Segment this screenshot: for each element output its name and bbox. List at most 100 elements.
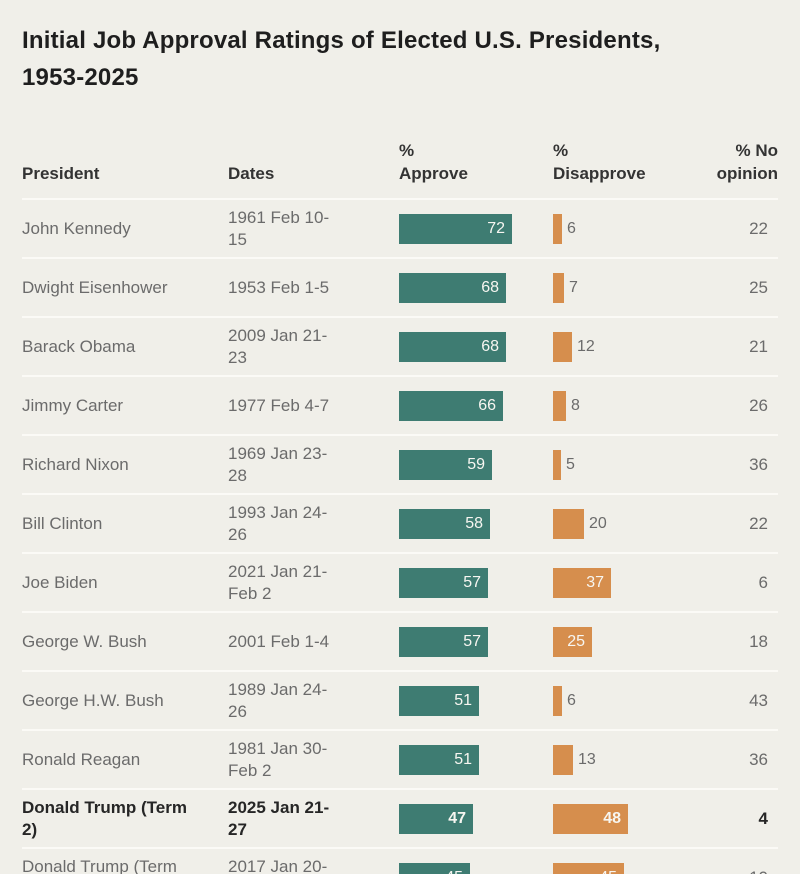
approve-bar: 57 — [399, 567, 488, 598]
no-opinion-value: 4 — [758, 808, 768, 828]
approve-bar: 57 — [399, 626, 488, 657]
disapprove-value-label-outside: 6 — [567, 219, 576, 237]
approve-value-label: 57 — [463, 573, 481, 591]
table-row: Ronald Reagan 1981 Jan 30-Feb 2 51 13 36 — [22, 731, 778, 791]
poll-dates: 2017 Jan 20-22 — [228, 856, 328, 874]
approve-bar-cell: 68 — [399, 331, 553, 362]
poll-dates: 1977 Feb 4-7 — [228, 395, 330, 415]
disapprove-value-label: 48 — [603, 809, 621, 827]
approve-bar: 51 — [399, 685, 479, 716]
disapprove-bar — [553, 449, 561, 480]
disapprove-bar-cell: 5 — [553, 449, 707, 480]
approve-value-label: 47 — [448, 809, 466, 827]
poll-dates: 2021 Jan 21-Feb 2 — [228, 561, 328, 603]
disapprove-bar — [553, 685, 562, 716]
table-row: John Kennedy 1961 Feb 10-15 72 6 22 — [22, 200, 778, 260]
disapprove-value-label-outside: 13 — [578, 750, 596, 768]
no-opinion-value: 22 — [749, 513, 768, 533]
disapprove-bar-cell: 6 — [553, 685, 707, 716]
disapprove-bar — [553, 390, 566, 421]
approve-value-label: 51 — [454, 750, 472, 768]
disapprove-bar: 25 — [553, 626, 592, 657]
disapprove-bar — [553, 508, 584, 539]
poll-dates: 1993 Jan 24-26 — [228, 502, 328, 544]
disapprove-bar — [553, 331, 572, 362]
president-name: George H.W. Bush — [22, 690, 164, 710]
president-name: Donald Trump (Term 1) — [22, 856, 177, 874]
disapprove-value-label-outside: 8 — [571, 396, 580, 414]
disapprove-bar-cell: 45 — [553, 862, 707, 874]
president-name: John Kennedy — [22, 218, 131, 238]
approve-bar: 51 — [399, 744, 479, 775]
column-header-no-opinion: % No opinion — [716, 141, 778, 184]
approve-bar: 47 — [399, 803, 473, 834]
disapprove-bar: 48 — [553, 803, 628, 834]
column-header-disapprove: % Disapprove — [553, 141, 646, 184]
approve-value-label: 66 — [478, 396, 496, 414]
approve-bar-cell: 68 — [399, 272, 553, 303]
table-row: Donald Trump (Term 1) 2017 Jan 20-22 45 … — [22, 849, 778, 874]
disapprove-value-label-outside: 12 — [577, 337, 595, 355]
approve-bar-cell: 57 — [399, 626, 553, 657]
no-opinion-value: 18 — [749, 631, 768, 651]
table-body: John Kennedy 1961 Feb 10-15 72 6 22 — [22, 200, 778, 874]
table-row: George W. Bush 2001 Feb 1-4 57 25 18 — [22, 613, 778, 673]
table-header-row: President Dates % Approve % Disapprove %… — [22, 140, 778, 201]
approve-bar: 68 — [399, 272, 506, 303]
disapprove-value-label: 45 — [599, 869, 617, 874]
table-row: Richard Nixon 1969 Jan 23-28 59 5 36 — [22, 436, 778, 496]
no-opinion-value: 10 — [707, 867, 778, 874]
president-name: Richard Nixon — [22, 454, 129, 474]
president-name: Bill Clinton — [22, 513, 103, 533]
approve-value-label: 51 — [454, 691, 472, 709]
president-name: George W. Bush — [22, 631, 147, 651]
approve-bar: 45 — [399, 862, 470, 874]
approve-value-label: 68 — [481, 278, 499, 296]
approve-bar-cell: 51 — [399, 685, 553, 716]
president-name: Dwight Eisenhower — [22, 277, 168, 297]
poll-dates: 1969 Jan 23-28 — [228, 443, 328, 485]
no-opinion-value: 43 — [749, 690, 768, 710]
table-row: George H.W. Bush 1989 Jan 24-26 51 6 43 — [22, 672, 778, 732]
poll-dates: 1953 Feb 1-5 — [228, 277, 330, 297]
approve-value-label: 57 — [463, 632, 481, 650]
disapprove-bar-cell: 37 — [553, 567, 707, 598]
disapprove-bar: 37 — [553, 567, 611, 598]
no-opinion-value: 36 — [749, 749, 768, 769]
president-name: Ronald Reagan — [22, 749, 141, 769]
poll-dates: 2001 Feb 1-4 — [228, 631, 330, 651]
no-opinion-value: 21 — [749, 336, 768, 356]
approve-bar-cell: 57 — [399, 567, 553, 598]
poll-dates: 1981 Jan 30-Feb 2 — [228, 738, 328, 780]
approve-bar: 59 — [399, 449, 492, 480]
page-title: Initial Job Approval Ratings of Elected … — [22, 27, 661, 92]
disapprove-value-label: 25 — [567, 632, 585, 650]
no-opinion-value: 22 — [749, 218, 768, 238]
approve-bar-cell: 66 — [399, 390, 553, 421]
approve-bar-cell: 59 — [399, 449, 553, 480]
disapprove-bar-cell: 8 — [553, 390, 707, 421]
approve-value-label: 59 — [467, 455, 485, 473]
no-opinion-value: 6 — [758, 572, 768, 592]
approve-value-label: 68 — [481, 337, 499, 355]
disapprove-bar — [553, 744, 573, 775]
president-name: Joe Biden — [22, 572, 98, 592]
approve-bar: 66 — [399, 390, 503, 421]
column-header-dates: Dates — [228, 164, 275, 184]
disapprove-bar-cell: 13 — [553, 744, 707, 775]
table-row: Joe Biden 2021 Jan 21-Feb 2 57 37 6 — [22, 554, 778, 614]
disapprove-value-label-outside: 5 — [566, 455, 575, 473]
disapprove-value-label-outside: 6 — [567, 691, 576, 709]
disapprove-bar — [553, 272, 564, 303]
disapprove-bar: 45 — [553, 862, 624, 874]
disapprove-bar-cell: 25 — [553, 626, 707, 657]
table-row: Bill Clinton 1993 Jan 24-26 58 20 22 — [22, 495, 778, 555]
approve-bar-cell: 45 — [399, 862, 553, 874]
disapprove-bar-cell: 12 — [553, 331, 707, 362]
approve-bar-cell: 72 — [399, 213, 553, 244]
president-name: Jimmy Carter — [22, 395, 124, 415]
disapprove-bar-cell: 48 — [553, 803, 707, 834]
approve-value-label: 72 — [487, 219, 505, 237]
approve-bar-cell: 58 — [399, 508, 553, 539]
